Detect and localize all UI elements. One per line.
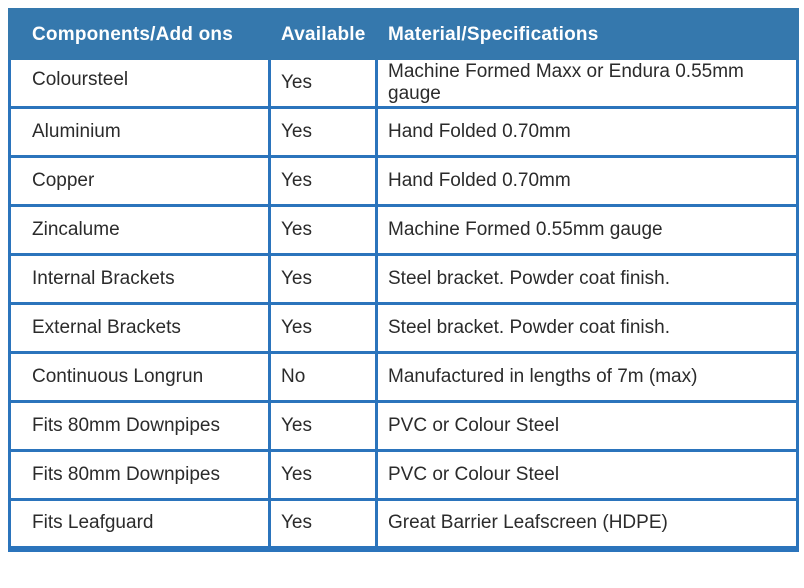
available-cell: Yes [268,155,378,207]
header-components-add-ons: Components/Add ons [8,8,271,60]
available-cell: Yes [268,449,378,501]
material-cell: Hand Folded 0.70mm [375,155,799,207]
material-cell: Great Barrier Leafscreen (HDPE) [375,498,799,550]
component-cell: External Brackets [8,302,271,354]
available-cell: No [268,351,378,403]
component-cell: Continuous Longrun [8,351,271,403]
header-material-specifications: Material/Specifications [375,8,799,60]
header-row: Components/Add ons Available Material/Sp… [8,8,799,60]
component-cell: Internal Brackets [8,253,271,305]
table-row: Fits 80mm Downpipes Yes PVC or Colour St… [8,449,799,501]
component-cell: Zincalume [8,204,271,256]
table-row: Aluminium Yes Hand Folded 0.70mm [8,106,799,158]
available-cell: Yes [268,57,378,109]
table-row: Internal Brackets Yes Steel bracket. Pow… [8,253,799,305]
table-row: Continuous Longrun No Manufactured in le… [8,351,799,403]
spec-table-container: Components/Add ons Available Material/Sp… [8,8,799,552]
component-cell: Fits Leafguard [8,498,271,550]
material-cell: Machine Formed 0.55mm gauge [375,204,799,256]
table-row: Zincalume Yes Machine Formed 0.55mm gaug… [8,204,799,256]
table-row: External Brackets Yes Steel bracket. Pow… [8,302,799,354]
component-cell: Fits 80mm Downpipes [8,400,271,452]
component-cell: Fits 80mm Downpipes [8,449,271,501]
header-available: Available [268,8,378,60]
available-cell: Yes [268,400,378,452]
table-body: Coloursteel Yes Machine Formed Maxx or E… [8,57,799,550]
table-row: Copper Yes Hand Folded 0.70mm [8,155,799,207]
component-cell: Coloursteel [8,57,271,109]
material-cell: Machine Formed Maxx or Endura 0.55mm gau… [375,57,799,109]
material-cell: Steel bracket. Powder coat finish. [375,253,799,305]
table-row: Coloursteel Yes Machine Formed Maxx or E… [8,57,799,109]
component-cell: Copper [8,155,271,207]
material-cell: PVC or Colour Steel [375,400,799,452]
components-spec-table: Components/Add ons Available Material/Sp… [8,8,799,552]
available-cell: Yes [268,106,378,158]
component-cell: Aluminium [8,106,271,158]
material-cell: PVC or Colour Steel [375,449,799,501]
available-cell: Yes [268,204,378,256]
table-row: Fits 80mm Downpipes Yes PVC or Colour St… [8,400,799,452]
available-cell: Yes [268,498,378,550]
material-cell: Steel bracket. Powder coat finish. [375,302,799,354]
table-header: Components/Add ons Available Material/Sp… [8,8,799,60]
material-cell: Hand Folded 0.70mm [375,106,799,158]
available-cell: Yes [268,302,378,354]
available-cell: Yes [268,253,378,305]
table-row: Fits Leafguard Yes Great Barrier Leafscr… [8,498,799,550]
material-cell: Manufactured in lengths of 7m (max) [375,351,799,403]
